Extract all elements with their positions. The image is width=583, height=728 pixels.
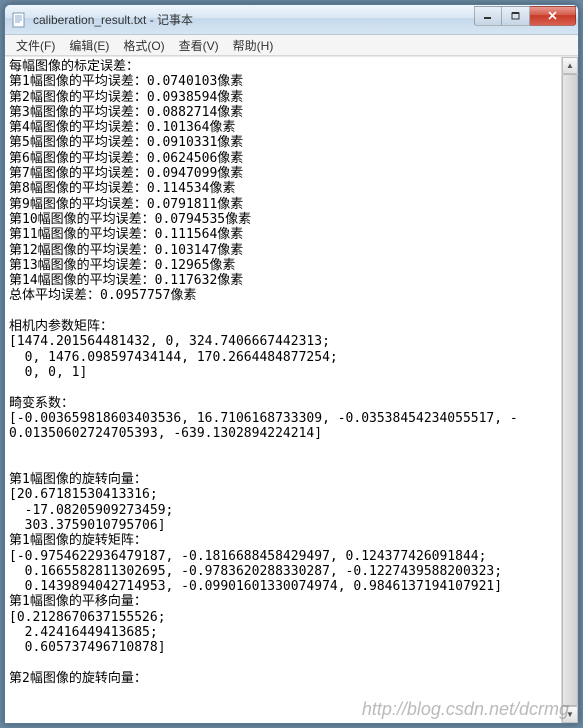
notepad-icon — [11, 12, 27, 28]
window-buttons — [474, 6, 576, 26]
menu-edit[interactable]: 编辑(E) — [62, 35, 116, 56]
maximize-icon — [511, 11, 521, 21]
menu-format[interactable]: 格式(O) — [116, 35, 171, 56]
scroll-track[interactable] — [562, 74, 578, 706]
menu-file[interactable]: 文件(F) — [9, 35, 62, 56]
menubar: 文件(F) 编辑(E) 格式(O) 查看(V) 帮助(H) — [5, 35, 578, 56]
minimize-button[interactable] — [474, 6, 502, 26]
close-button[interactable] — [530, 6, 576, 26]
scroll-thumb[interactable] — [562, 74, 578, 706]
menu-view[interactable]: 查看(V) — [172, 35, 226, 56]
maximize-button[interactable] — [502, 6, 530, 26]
scroll-down-button[interactable]: ▼ — [562, 706, 578, 723]
minimize-icon — [483, 11, 493, 21]
text-content[interactable]: 每幅图像的标定误差： 第1幅图像的平均误差：0.0740103像素 第2幅图像的… — [5, 57, 561, 723]
menu-help[interactable]: 帮助(H) — [226, 35, 281, 56]
scroll-up-button[interactable]: ▲ — [562, 57, 578, 74]
titlebar[interactable]: caliberation_result.txt - 记事本 — [5, 5, 578, 35]
content-area: 每幅图像的标定误差： 第1幅图像的平均误差：0.0740103像素 第2幅图像的… — [5, 56, 578, 723]
vertical-scrollbar[interactable]: ▲ ▼ — [561, 57, 578, 723]
window-title: caliberation_result.txt - 记事本 — [33, 11, 474, 28]
close-icon — [547, 11, 559, 21]
notepad-window: caliberation_result.txt - 记事本 文件(F) 编辑(E… — [4, 4, 579, 724]
